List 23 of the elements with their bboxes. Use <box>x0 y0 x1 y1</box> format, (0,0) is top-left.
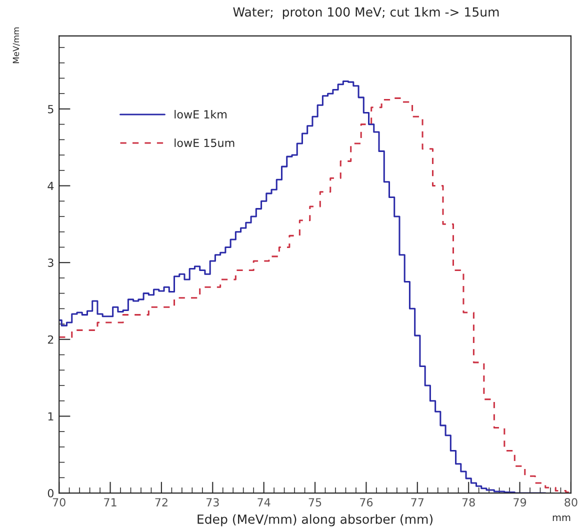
y-tick-label: 4 <box>48 182 54 190</box>
y-tick-label: 0 <box>48 489 54 498</box>
x-tick-label: 76 <box>360 498 373 506</box>
x-axis-title: Edep (MeV/mm) along absorber (mm) <box>198 514 432 526</box>
x-tick-label: 73 <box>206 498 219 506</box>
y-tick-label: 5 <box>48 105 54 114</box>
x-tick-label: 77 <box>411 498 424 506</box>
x-tick-label: 75 <box>308 498 322 506</box>
x-tick-label: 72 <box>155 498 168 506</box>
x-tick-label: 70 <box>52 498 66 506</box>
x-tick-label: 80 <box>564 498 578 506</box>
text: mm <box>552 516 570 521</box>
y-tick-label: 2 <box>48 335 54 344</box>
chart-title: Water; proton 100 MeV; cut 1km -> 15um <box>233 7 499 20</box>
x-tick-label: 79 <box>514 498 526 506</box>
x-tick-label: 74 <box>258 498 270 506</box>
legend-label: lowE 1km <box>174 110 227 119</box>
legend-label: lowE 15um <box>174 138 234 148</box>
x-tick-label: 78 <box>462 498 475 506</box>
y-tick-label: 3 <box>48 258 54 267</box>
y-tick-label: 1 <box>48 412 54 420</box>
y-axis-title: MeV/mm <box>12 28 20 64</box>
x-tick-label: 71 <box>104 498 116 506</box>
